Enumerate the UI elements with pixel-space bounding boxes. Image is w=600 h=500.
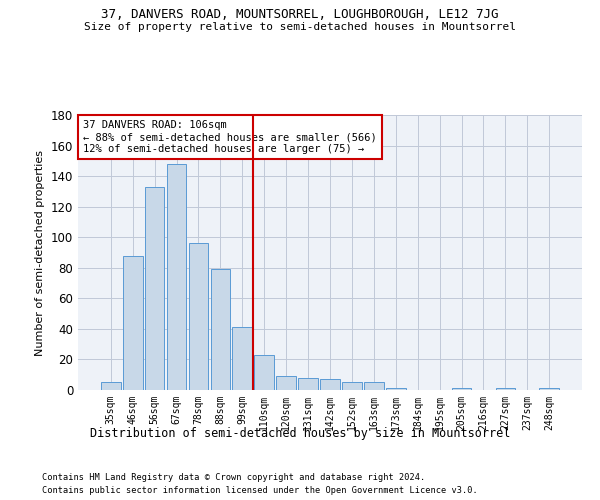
Text: 37, DANVERS ROAD, MOUNTSORREL, LOUGHBOROUGH, LE12 7JG: 37, DANVERS ROAD, MOUNTSORREL, LOUGHBORO… <box>101 8 499 20</box>
Bar <box>188 244 208 390</box>
Text: Size of property relative to semi-detached houses in Mountsorrel: Size of property relative to semi-detach… <box>84 22 516 32</box>
Text: 37 DANVERS ROAD: 106sqm
← 88% of semi-detached houses are smaller (566)
12% of s: 37 DANVERS ROAD: 106sqm ← 88% of semi-de… <box>83 120 377 154</box>
Bar <box>364 382 384 390</box>
Bar <box>298 378 318 390</box>
Bar <box>101 382 121 390</box>
Bar <box>232 328 252 390</box>
Bar <box>123 256 143 390</box>
Bar <box>320 380 340 390</box>
Text: Contains public sector information licensed under the Open Government Licence v3: Contains public sector information licen… <box>42 486 478 495</box>
Bar <box>145 187 164 390</box>
Bar <box>496 388 515 390</box>
Bar <box>211 270 230 390</box>
Bar <box>254 355 274 390</box>
Bar <box>452 388 472 390</box>
Text: Contains HM Land Registry data © Crown copyright and database right 2024.: Contains HM Land Registry data © Crown c… <box>42 472 425 482</box>
Y-axis label: Number of semi-detached properties: Number of semi-detached properties <box>35 150 45 356</box>
Bar <box>342 382 362 390</box>
Bar <box>386 388 406 390</box>
Bar <box>276 376 296 390</box>
Text: Distribution of semi-detached houses by size in Mountsorrel: Distribution of semi-detached houses by … <box>90 428 510 440</box>
Bar <box>539 388 559 390</box>
Bar <box>167 164 187 390</box>
